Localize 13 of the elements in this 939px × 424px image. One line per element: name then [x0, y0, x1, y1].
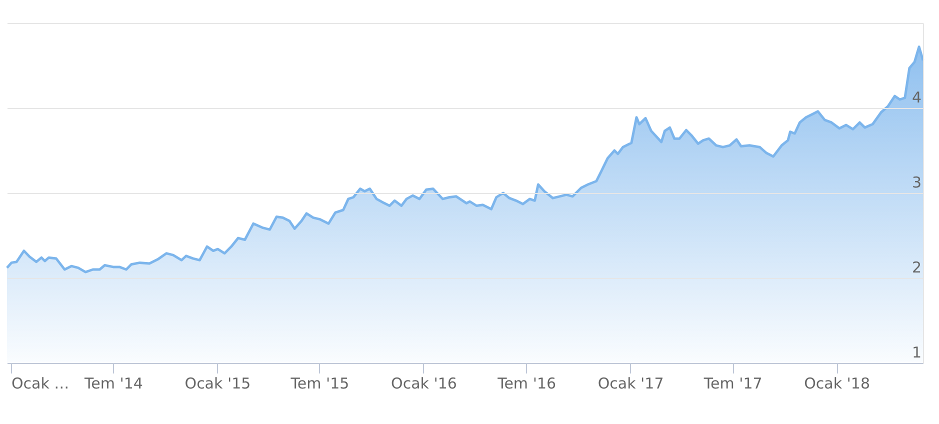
y-tick-label: 3	[912, 174, 922, 192]
y-tick-label: 1	[912, 344, 922, 362]
x-tick-label: Ocak '18	[804, 374, 870, 392]
x-tick-label: Tem '15	[290, 374, 350, 392]
x-tick-label: Ocak '17	[598, 374, 664, 392]
x-tick-label: Tem '16	[496, 374, 556, 392]
x-tick-label: Ocak '15	[184, 374, 251, 392]
x-tick-label: Tem '17	[702, 374, 762, 392]
y-tick-label: 4	[912, 88, 922, 106]
y-tick-label: 2	[912, 258, 922, 276]
x-tick-label: Ocak '16	[391, 374, 457, 392]
x-tick-label: Tem '14	[84, 374, 143, 392]
x-tick-label: Ocak …	[11, 374, 70, 392]
